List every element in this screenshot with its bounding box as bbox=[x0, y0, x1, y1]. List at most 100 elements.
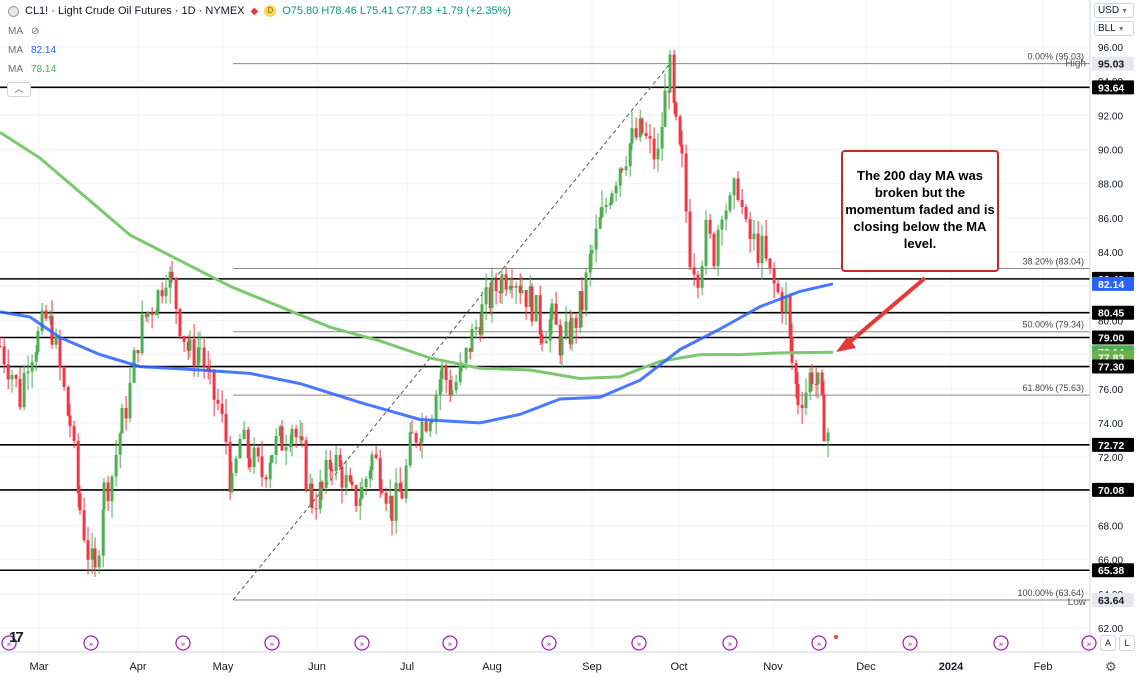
event-marker-icon[interactable]: » bbox=[264, 635, 280, 651]
event-marker-icon[interactable]: » bbox=[83, 635, 99, 651]
collapse-legend-button[interactable]: ︿ bbox=[7, 82, 31, 97]
candle-body bbox=[630, 128, 634, 144]
price-badge-label: 77.30 bbox=[1098, 362, 1124, 374]
candle-body bbox=[154, 311, 158, 316]
log-scale-button[interactable]: L bbox=[1119, 635, 1135, 651]
event-marker-icon[interactable]: » bbox=[1, 635, 17, 651]
candle-body bbox=[82, 510, 86, 541]
axis-settings: USD ▼ BLL ▼ bbox=[1094, 3, 1134, 39]
price-tick-label: 74.00 bbox=[1098, 419, 1123, 430]
candle-body bbox=[66, 386, 70, 416]
symbol-title[interactable]: CL1! · Light Crude Oil Futures · 1D · NY… bbox=[25, 5, 245, 17]
candle-body bbox=[624, 166, 628, 171]
candle-body bbox=[212, 370, 216, 400]
candle-body bbox=[370, 454, 374, 471]
symbol-status-dot bbox=[8, 5, 19, 17]
candle-body bbox=[93, 548, 97, 568]
event-marker-icon[interactable]: » bbox=[902, 635, 918, 651]
gear-icon[interactable]: ⚙ bbox=[1105, 659, 1117, 674]
candle-body bbox=[290, 428, 294, 444]
event-marker-icon[interactable]: » bbox=[354, 635, 370, 651]
candle-body bbox=[288, 443, 292, 448]
candle-body bbox=[454, 381, 458, 391]
ma-row-1[interactable]: MA ⊘ bbox=[8, 26, 40, 37]
candle-body bbox=[270, 454, 274, 463]
event-marker-icon[interactable]: » bbox=[1081, 635, 1097, 651]
candle-body bbox=[2, 346, 6, 365]
eye-slash-icon[interactable]: ⊘ bbox=[31, 26, 40, 37]
candle-body bbox=[128, 382, 132, 419]
candle-body bbox=[168, 271, 172, 288]
candle-body bbox=[374, 454, 378, 459]
price-tick-label: 88.00 bbox=[1098, 180, 1123, 191]
candle-body bbox=[530, 286, 534, 322]
candle-body bbox=[620, 168, 624, 171]
event-marker-icon[interactable]: » bbox=[631, 635, 647, 651]
candle-body bbox=[380, 489, 384, 493]
candle-body bbox=[558, 324, 562, 356]
event-marker-icon[interactable]: » bbox=[993, 635, 1009, 651]
candle-body bbox=[294, 428, 298, 438]
candle-body bbox=[400, 491, 404, 499]
candle-body bbox=[510, 286, 514, 288]
candle-body bbox=[618, 168, 622, 186]
price-tick-label: 62.00 bbox=[1098, 624, 1123, 635]
candle-body bbox=[118, 433, 122, 455]
candle-body bbox=[330, 469, 334, 472]
time-axis[interactable]: Mar Apr May Jun Jul Aug Sep Oct Nov Dec 2024 Feb bbox=[0, 651, 1139, 681]
candle-body bbox=[54, 336, 58, 345]
candle-body bbox=[22, 373, 26, 408]
annotation-callout[interactable]: The 200 day MA was broken but the moment… bbox=[841, 150, 999, 272]
event-marker-ring bbox=[1081, 635, 1097, 651]
candle-body bbox=[78, 493, 82, 511]
event-marker-glyph: » bbox=[89, 640, 94, 649]
candle-body bbox=[776, 283, 780, 293]
event-marker-icon[interactable]: » bbox=[541, 635, 557, 651]
coin-icon[interactable]: D bbox=[264, 5, 277, 17]
candle-body bbox=[234, 458, 238, 473]
tradingview-logo[interactable]: 17 bbox=[9, 629, 24, 646]
currency-selector[interactable]: USD ▼ bbox=[1094, 3, 1134, 18]
time-tick-label: Aug bbox=[482, 661, 502, 673]
fib-trend-line bbox=[232, 63, 671, 601]
price-badge-label: 72.72 bbox=[1098, 440, 1124, 452]
arrow-head bbox=[836, 336, 856, 352]
price-axis[interactable]: 96.0094.0092.0090.0088.0086.0084.0082.00… bbox=[1089, 0, 1139, 652]
candle-body bbox=[604, 205, 608, 208]
candle-body bbox=[756, 233, 760, 264]
event-marker-icon[interactable]: » bbox=[722, 635, 738, 651]
time-tick-label: May bbox=[213, 661, 234, 673]
ma-row-3[interactable]: MA 78.14 bbox=[8, 64, 57, 75]
event-marker-glyph: » bbox=[728, 640, 733, 649]
candle-body bbox=[398, 482, 402, 492]
flag-icon[interactable]: ◆ bbox=[250, 5, 259, 17]
fibonacci-retracement[interactable]: 0.00% (95.03) 38.20% (83.04) 50.00% (79.34… bbox=[232, 52, 1090, 608]
price-tick-label: 80.00 bbox=[1098, 316, 1123, 327]
event-markers[interactable]: » » » » » » » » » » » » » bbox=[1, 635, 1097, 651]
candle-body bbox=[554, 303, 558, 325]
candle-body bbox=[504, 274, 508, 290]
event-marker-icon[interactable]: » bbox=[442, 635, 458, 651]
time-tick-label: Oct bbox=[670, 661, 687, 673]
candle-body bbox=[268, 462, 272, 480]
candle-body bbox=[752, 233, 756, 239]
candle-body bbox=[178, 309, 182, 337]
auto-scale-button[interactable]: A bbox=[1100, 635, 1116, 651]
candle-body bbox=[540, 334, 544, 344]
candle-body bbox=[772, 268, 776, 284]
ma-row-2[interactable]: MA 82.14 bbox=[8, 45, 57, 56]
event-marker-icon[interactable]: » bbox=[811, 635, 827, 651]
candle-body bbox=[748, 219, 752, 239]
candle-body bbox=[324, 459, 328, 489]
event-marker-icon[interactable]: » bbox=[175, 635, 191, 651]
candle-body bbox=[264, 477, 268, 480]
price-badge-label: 79.00 bbox=[1098, 333, 1124, 345]
price-badge bbox=[1092, 563, 1134, 578]
candle-body bbox=[484, 287, 488, 305]
candle-body bbox=[156, 290, 160, 312]
unit-selector[interactable]: BLL ▼ bbox=[1094, 21, 1134, 36]
candle-body bbox=[114, 454, 118, 477]
price-badge bbox=[1092, 305, 1134, 320]
candle-body bbox=[814, 383, 818, 385]
